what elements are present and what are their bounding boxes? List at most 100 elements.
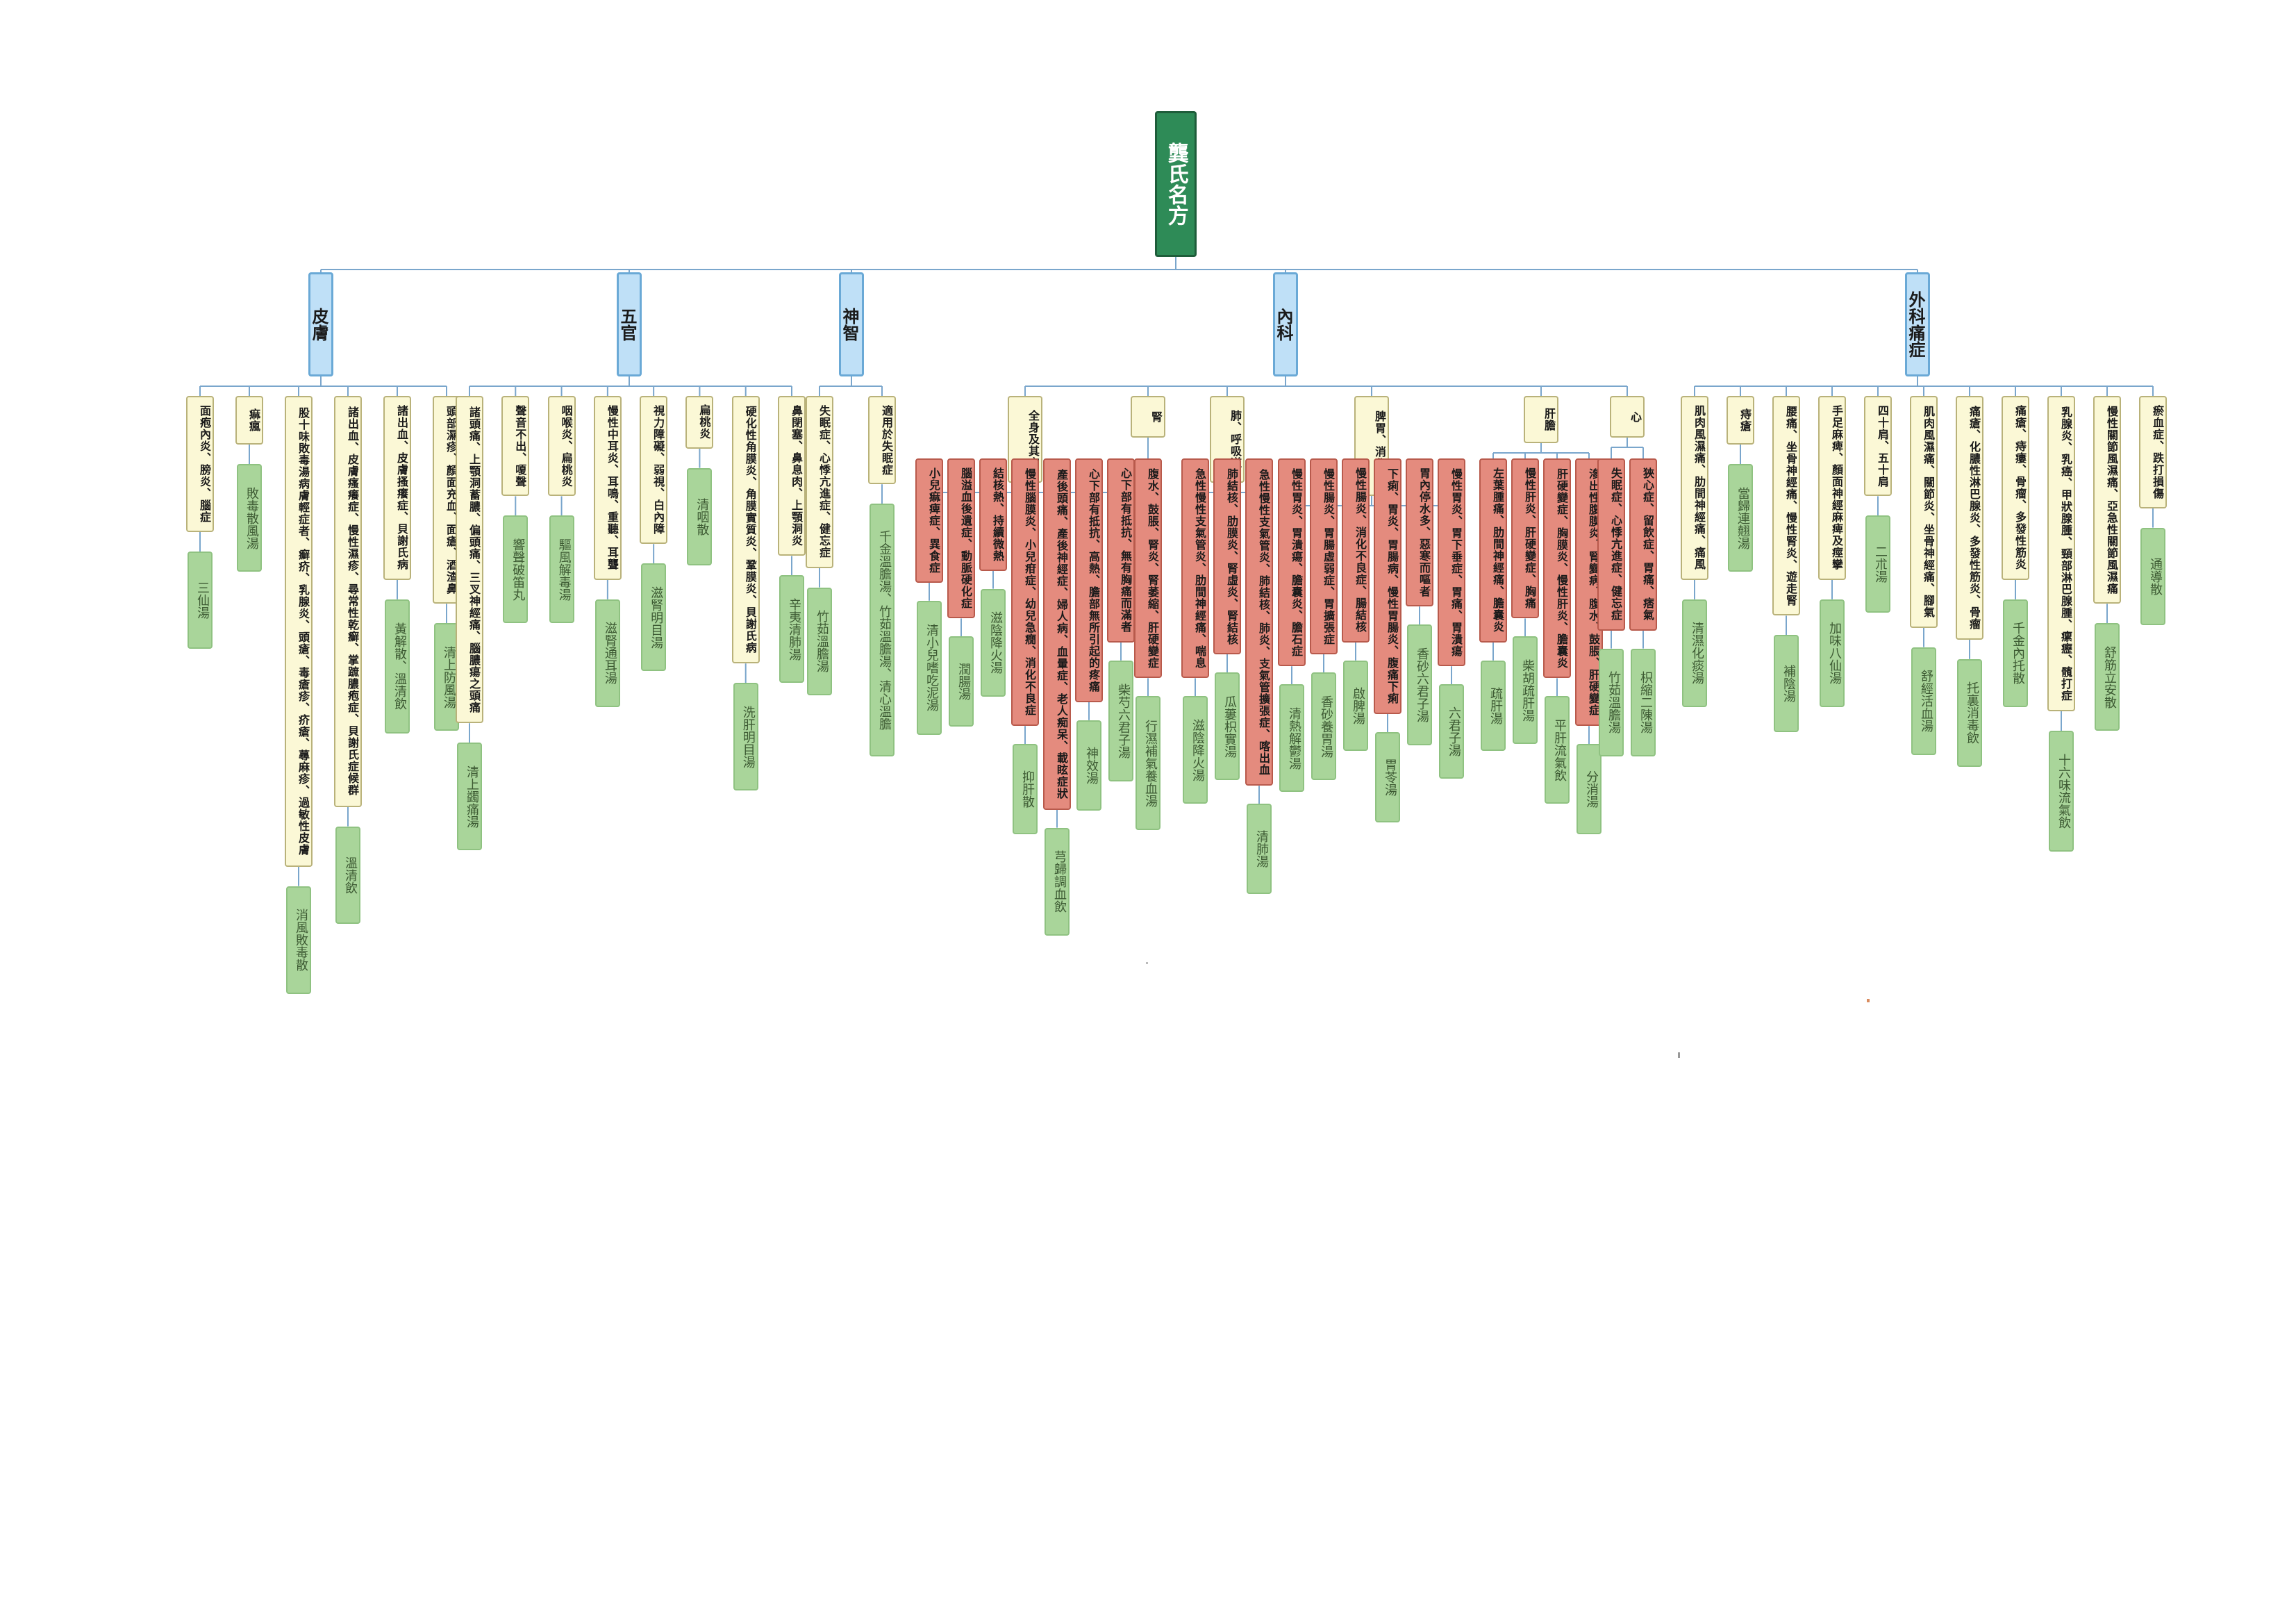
remedy-5-2: 柴胡疏肝湯	[1513, 636, 1538, 745]
remedy-4-2: 香砂養胃湯	[1311, 672, 1336, 780]
remedy-5-4: 加味八仙湯	[1820, 599, 1845, 707]
item-2-1: 腹水、鼓脹、腎炎、腎萎縮、肝硬變症	[1134, 458, 1162, 679]
category-1: 皮膚	[308, 272, 333, 376]
remedy-5-6: 舒經活血湯	[1911, 647, 1936, 755]
remedy-5-5: 二朮湯	[1865, 515, 1890, 613]
item-1-1: 小兒痲痺症、異食症	[915, 458, 943, 583]
item-5-3: 肝硬變症、胸膜炎、慢性肝炎、膽囊炎	[1543, 458, 1571, 679]
scan-speck	[1678, 1052, 1680, 1058]
remedy-3-1: 滋陰降火湯	[1183, 696, 1208, 804]
remedy-5-1: 疏肝湯	[1481, 660, 1506, 751]
remedy-5-3: 補陰湯	[1774, 635, 1799, 733]
remedy-1-3: 消風敗毒散	[286, 886, 311, 994]
remedy-2-1: 行濕補氣養血湯	[1135, 696, 1161, 831]
remedy-6-1: 竹茹溫膽湯	[1599, 648, 1624, 756]
category-3: 神智	[839, 272, 864, 376]
item-4-4: 下痢、胃炎、胃腸病、慢性胃腸炎、腹痛下痢	[1374, 458, 1401, 714]
item-4-3: 慢性腸炎、消化不良症、腸結核	[1342, 458, 1370, 643]
remedy-3-1: 竹茹溫膽湯	[807, 587, 832, 695]
item-3-2: 肺結核、肋膜炎、腎虛炎、腎結核	[1213, 458, 1241, 654]
remedy-1-7: 柴芍六君子湯	[1108, 660, 1133, 781]
item-1-5: 產後頭痛、產後神經症、婦人病、血暈症、老人痴呆、載眩症狀	[1043, 458, 1071, 810]
group-5-10: 慢性關節風濕痛、亞急性關節風濕痛	[2093, 396, 2121, 604]
remedy-5-8: 千金內托散	[2003, 599, 2028, 707]
group-5-1: 肌肉風濕痛、肋間神經痛、痛風	[1681, 396, 1708, 580]
group-2-1: 諸頭痛、上顎洞蓄膿、偏頭痛、三叉神經痛、腦膿瘍之頭痛	[456, 396, 483, 724]
group-1-3: 股十味敗毒湯病膚輕症者、癬疥、乳腺炎、頭瘡、毒瘡疹、疥瘡、蕁麻疹、過敏性皮膚	[285, 396, 313, 867]
group-2-4: 慢性中耳炎、耳鳴、重聽、耳聾	[593, 396, 622, 580]
group-5-5: 四十肩、五十肩	[1864, 396, 1892, 497]
group-2-6: 扁桃炎	[685, 396, 714, 449]
item-5-1: 左葉腫痛、肋間神經痛、膽囊炎	[1479, 458, 1507, 643]
remedy-2-5: 滋腎明目湯	[641, 563, 667, 672]
item-1-7: 心下部有抵抗、無有胸痛而滿者	[1107, 458, 1135, 643]
group-5-3: 腰痛、坐骨神經痛、慢性腎炎、遊走腎	[1772, 396, 1800, 616]
group-1-2: 痲瘋	[235, 396, 263, 445]
group-5-9: 乳腺炎、乳癌、甲狀腺腫、頸部淋巴腺腫、瘰癧、髖打症	[2047, 396, 2075, 711]
item-6-2: 狹心症、留飲症、胃痛、痞氣	[1629, 458, 1657, 631]
scan-speck	[1146, 962, 1148, 964]
remedy-1-3: 滋陰降火湯	[981, 588, 1006, 697]
remedy-1-1: 清小兒嗜吃泥湯	[917, 600, 942, 735]
remedy-4-3: 啟脾湯	[1343, 660, 1368, 751]
subcategory-2: 腎	[1131, 396, 1165, 438]
remedy-1-5: 黃解散、溫清飲	[385, 599, 410, 734]
scan-speck	[1867, 999, 1870, 1002]
group-1-1: 面疱內炎、膀炎、腦症	[186, 396, 214, 532]
group-5-11: 瘀血症、跌打損傷	[2139, 396, 2167, 508]
remedy-4-6: 六君子湯	[1439, 684, 1464, 779]
remedy-1-2: 敗毒散風湯	[237, 464, 262, 572]
item-1-3: 結核熱、持續微熱	[979, 458, 1007, 571]
remedy-6-2: 枳縮二陳湯	[1631, 648, 1656, 756]
remedy-3-3: 清肺湯	[1247, 804, 1272, 895]
remedy-5-9: 十六味流氣飲	[2049, 731, 2074, 852]
item-3-1: 急性慢性支氣管炎、肋間神經痛、喘息	[1181, 458, 1209, 679]
group-2-8: 鼻閉塞、鼻息肉、上顎洞炎	[778, 396, 806, 556]
remedy-5-1: 清濕化痰湯	[1682, 599, 1707, 707]
item-1-4: 慢性腦膜炎、小兒疳症、幼兒急癇、消化不良症	[1011, 458, 1039, 727]
item-1-6: 心下部有抵抗、高熱、膽部無所引起的疼痛	[1075, 458, 1103, 702]
remedy-2-1: 清上蠲痛湯	[457, 743, 482, 851]
remedy-2-7: 洗肝明目湯	[733, 683, 758, 791]
group-2-7: 硬化性角膜炎、角膜實質炎、鞏膜炎、貝謝氏病	[731, 396, 760, 664]
item-5-2: 慢性肝炎、肝硬變症、胸痛	[1511, 458, 1539, 619]
item-1-2: 腦溢血後遺症、動脈硬化症	[947, 458, 975, 619]
group-2-5: 視力障礙、弱視、白內障	[640, 396, 668, 545]
remedy-2-6: 清咽散	[687, 467, 713, 565]
group-5-6: 肌肉風濕痛、關節炎、坐骨神經痛、腳氣	[1910, 396, 1938, 628]
remedy-3-2: 千金溫膽湯、竹茹溫膽湯、清心溫膽	[870, 504, 895, 757]
group-2-3: 咽喉炎、扁桃炎	[547, 396, 576, 497]
category-4: 內科	[1273, 272, 1298, 376]
remedy-5-3: 平肝流氣飲	[1545, 696, 1570, 804]
item-4-5: 胃內停水多、惡寒而嘔者	[1406, 458, 1433, 607]
remedy-5-10: 舒筋立安散	[2095, 623, 2120, 731]
remedy-1-6: 神效湯	[1076, 720, 1101, 811]
item-4-2: 慢性腸炎、胃腸虛弱症、胃擴張症	[1310, 458, 1338, 654]
item-4-1: 慢性胃炎、胃潰瘍、膽囊炎、膽石症	[1278, 458, 1306, 667]
remedy-1-2: 潤腸湯	[949, 636, 974, 727]
remedy-2-8: 辛夷清肺湯	[779, 575, 804, 683]
group-5-8: 痛瘡、痔瘻、骨瘤、多發性筋炎	[2002, 396, 2029, 580]
item-3-3: 急性慢性支氣管炎、肺結核、肺炎、支氣管擴張症、喀出血	[1245, 458, 1273, 786]
remedy-3-2: 瓜蔞枳實湯	[1215, 672, 1240, 780]
group-3-2: 適用於失眠症	[868, 396, 896, 485]
item-6-1: 失眠症、心悸亢進症、健忘症	[1597, 458, 1625, 631]
remedy-4-4: 胃苓湯	[1375, 732, 1400, 822]
remedy-2-4: 滋腎通耳湯	[594, 599, 620, 707]
group-2-2: 聲音不出、嗄聲	[501, 396, 530, 497]
group-1-5: 諸出血、皮膚搔癢症、貝謝氏病	[383, 396, 411, 580]
group-3-1: 失眠症、心悸亢進症、健忘症	[806, 396, 833, 568]
remedy-5-4: 分消湯	[1577, 744, 1602, 835]
remedy-2-2: 響聲破笛丸	[503, 515, 529, 624]
root-node: 龔氏名方	[1155, 111, 1197, 257]
group-5-4: 手足麻痺、顏面神經麻痺及痙攣	[1818, 396, 1846, 580]
remedy-1-4: 抑肝散	[1013, 744, 1038, 835]
remedy-5-11: 通導散	[2140, 527, 2165, 625]
remedy-1-1: 三仙湯	[188, 552, 213, 649]
category-2: 五官	[617, 272, 642, 376]
group-5-2: 痔瘡	[1727, 396, 1754, 445]
group-1-4: 諸出血、皮膚瘙癢症、慢性濕疹、尋常性乾癬、掌蹠膿疱症、貝謝氏症候群	[334, 396, 362, 807]
remedy-1-4: 溫清飲	[335, 826, 360, 924]
remedy-1-5: 芎歸調血飲	[1045, 827, 1070, 936]
